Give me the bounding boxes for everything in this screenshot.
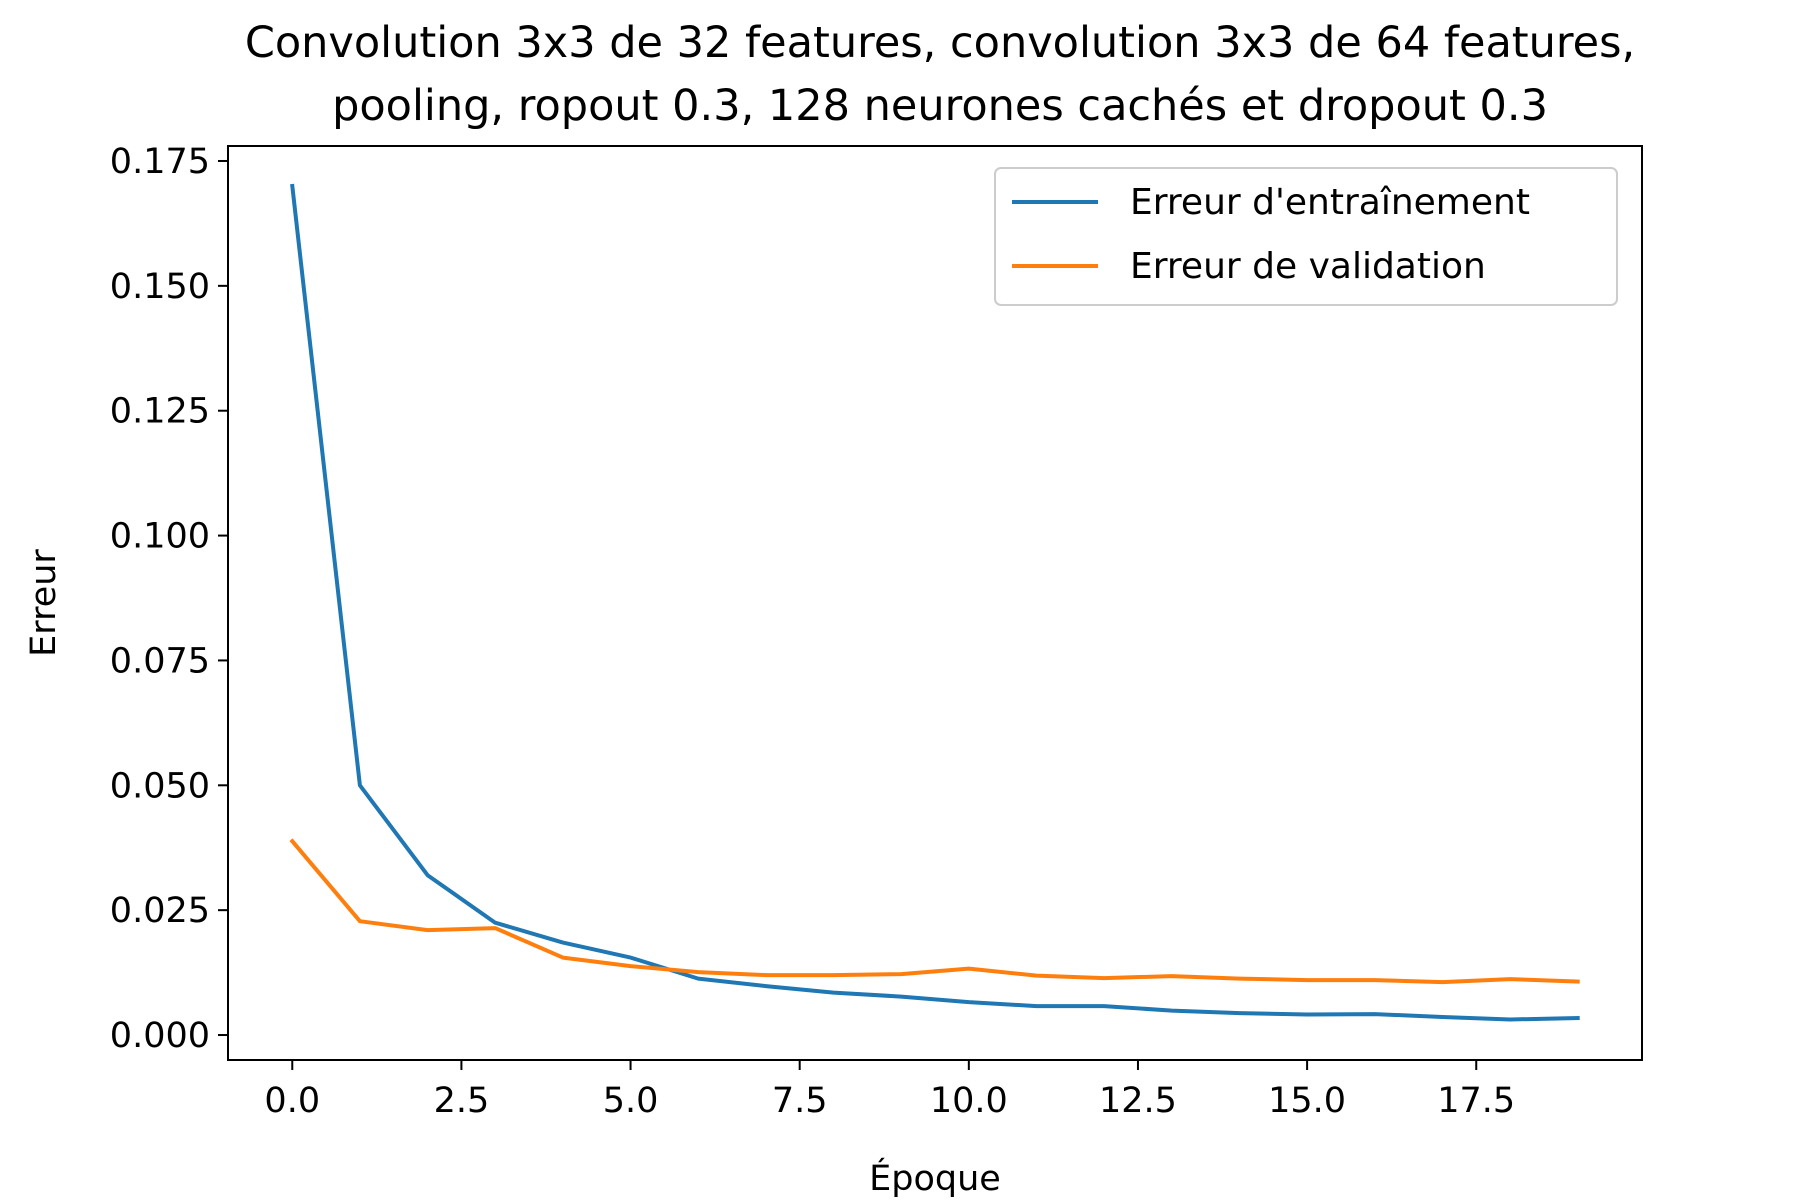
legend-box: [994, 167, 1618, 306]
chart-subtitle: pooling, ropout 0.3, 128 neurones cachés…: [332, 81, 1548, 131]
y-tick-label: 0.075: [110, 641, 210, 681]
y-tick-label: 0.100: [110, 517, 210, 557]
series-line-validation: [289, 838, 1580, 985]
legend-label-validation: Erreur de validation: [1130, 246, 1486, 287]
x-tick-label: 0.0: [264, 1081, 320, 1121]
y-tick-label: 0.150: [110, 267, 210, 307]
x-axis-ticks: 0.0 2.5 5.0 7.5 10.0 12.5 15.0 17.5: [264, 1060, 1515, 1121]
axes-frame: [227, 145, 1643, 1061]
x-tick-label: 15.0: [1268, 1081, 1346, 1121]
x-tick-label: 17.5: [1437, 1081, 1515, 1121]
chart-title: Convolution 3x3 de 32 features, convolut…: [245, 18, 1635, 68]
plot-area: 0.0 2.5 5.0 7.5 10.0 12.5 15.0 17.5 0.0000.0250…: [110, 142, 1643, 1121]
y-axis-label: Erreur: [24, 549, 64, 657]
legend: Erreur d'entraînement Erreur de validatio…: [994, 167, 1618, 306]
legend-label-train: Erreur d'entraînement: [1130, 182, 1530, 223]
x-axis-label: Époque: [869, 1157, 1001, 1199]
y-axis-ticks: 0.000 0.025 0.050 0.075 0.100 0.125 0.150 0.175: [110, 142, 228, 1056]
x-tick-label: 2.5: [434, 1081, 490, 1121]
y-tick-label: 0.050: [110, 766, 210, 806]
x-tick-label: 12.5: [1099, 1081, 1177, 1121]
x-tick-label: 7.5: [772, 1081, 828, 1121]
series-layer: [289, 183, 1580, 1022]
y-tick-label: 0.025: [110, 891, 210, 931]
x-tick-label: 10.0: [930, 1081, 1008, 1121]
y-tick-label: 0.125: [110, 392, 210, 432]
y-tick-label: 0.000: [110, 1016, 210, 1056]
series-line-train: [290, 183, 1580, 1022]
x-tick-label: 5.0: [603, 1081, 659, 1121]
legend-items: Erreur d'entraînement Erreur de validatio…: [1012, 182, 1530, 287]
y-tick-label: 0.175: [110, 142, 210, 182]
